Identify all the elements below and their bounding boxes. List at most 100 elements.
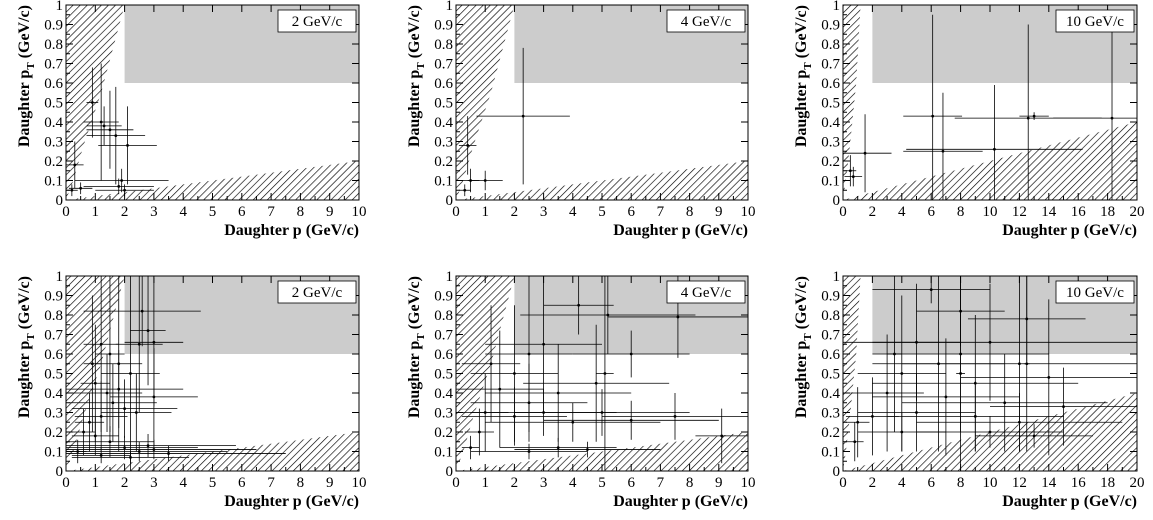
panel-row1-col3-point-4: [903, 92, 983, 200]
panel-row1-col3-xtick-label: 14: [1041, 204, 1057, 220]
panel-row2-col2-point-18: [499, 437, 617, 458]
panel-row1-col3-ytick-label: 0.7: [821, 57, 840, 73]
panel-row1-col1-point-10: [83, 178, 154, 195]
panel-row2-col3-ytick-label: 0.3: [821, 406, 840, 422]
panel-row2-col3-point-18: [845, 377, 899, 456]
panel-row1-col3-xtick-label: 4: [898, 204, 906, 220]
panel-row2-col1-label-box: [277, 280, 357, 304]
panel-row2-col3-xtick-label: 20: [1130, 475, 1145, 491]
panel-row1-col1-ytick-label: 0.5: [44, 96, 63, 112]
panel-row2-col1-ytick-label: 0.9: [44, 289, 63, 305]
panel-row2-col1-ytick-label: 0.6: [44, 347, 63, 363]
panel-row2-col2-xtick-label: 8: [686, 475, 694, 491]
panel-row2-col3-ytick-label: 0.5: [821, 367, 840, 383]
panel-row2-col1-point-1: [95, 276, 125, 432]
panel-row2-col2-xtick-label: 2: [511, 475, 519, 491]
panel-row1-col2-ytick-label: 0.3: [434, 135, 453, 151]
panel-row1-col3-xtick-label: 20: [1130, 204, 1145, 220]
panel-row1-col3-point-5: [906, 84, 1083, 200]
panel-row2-col2-point-8: [470, 363, 588, 442]
panel-row1-col1-ylabel: Daughter pT (GeV/c): [16, 5, 37, 147]
panel-row1-col1: 0 1 2 3 4 5 6 7 8 9 10 0 0.1 0.2 0.3 0.4 0.5 0.6 0.7 0.8 0.9…: [16, 0, 367, 239]
panel-row2-col1-point-17: [71, 416, 119, 456]
panel-row2-col3-point-16: [887, 381, 1064, 452]
panel-row2-col3-ytick-label: 0.1: [821, 445, 840, 461]
panel-row2-col2-ytick-label: 0.1: [434, 445, 453, 461]
panel-row2-col3-point-26: [887, 276, 902, 432]
panel-row2-col3-xtick-label: 0: [839, 475, 847, 491]
panel-row2-col3-xtick-label: 8: [957, 475, 965, 491]
panel-row2-col1-xtick-label: 1: [92, 475, 100, 491]
panel-row1-col2-ylabel: Daughter pT (GeV/c): [406, 5, 427, 147]
panel-row2-col3-ytick-label: 0.7: [821, 328, 840, 344]
panel-row1-col1-xtick-label: 1: [92, 204, 100, 220]
panel-row2-col3-plot-area: [843, 276, 1137, 471]
panel-row2-col1-point-27: [83, 295, 102, 432]
panel-row2-col2-ytick-label: 0.4: [434, 386, 453, 402]
panel-row2-col2-ytick-label: 0.3: [434, 406, 453, 422]
panel-row1-col3-hatch-lower: [843, 122, 1137, 200]
panel-row1-col3-momentum-label: 10 GeV/c: [1066, 14, 1124, 30]
panel-row1-col2-xtick-label: 0: [452, 204, 460, 220]
panel-row1-col2-ytick-label: 0.7: [434, 57, 453, 73]
panel-row2-col2-point-15: [543, 400, 719, 440]
panel-row2-col3-momentum-label: 10 GeV/c: [1066, 285, 1124, 301]
panel-row1-col1-point-2: [68, 182, 93, 195]
panel-row1-col2-ytick-label: 0: [446, 193, 454, 209]
panel-row2-col2-point-24: [470, 305, 559, 442]
panel-row2-col3-point-20: [845, 422, 864, 462]
panel-row2-col1-xlabel: Daughter p (GeV/c): [224, 493, 359, 510]
panel-row1-col3-point-8: [1019, 112, 1049, 121]
panel-row1-col2-xtick-label: 8: [686, 204, 694, 220]
panel-row2-col1-plot-area: [66, 276, 359, 471]
panel-row1-col2-point-3: [467, 170, 503, 191]
panel-row1-col1-point-9: [74, 168, 169, 193]
panel-row2-col1-ytick-label: 0: [56, 464, 64, 480]
panel-row1-col1-xtick-label: 2: [121, 204, 129, 220]
panel-row2-col3-ytick-label: 0.6: [821, 347, 840, 363]
panel-row1-col2-ytick-label: 0.1: [434, 174, 453, 190]
panel-row1-col2-ytick-label: 0.6: [434, 76, 453, 92]
panel-row2-col3-point-17: [916, 393, 1123, 452]
panel-row1-col3-label-box: [1055, 9, 1135, 33]
panel-row2-col3-xtick-label: 16: [1071, 475, 1087, 491]
panel-row1-col1-xtick-label: 4: [179, 204, 187, 220]
panel-row2-col1-xtick-label: 8: [297, 475, 305, 491]
panel-row2-col3-ytick-label: 0.2: [821, 425, 840, 441]
panel-row1-col1-point-6: [86, 90, 134, 169]
panel-row2-col3-point-4: [843, 283, 1137, 401]
panel-row1-col2-hatch-lower: [456, 161, 748, 200]
panel-row1-col1-plot-area: [66, 5, 359, 200]
panel-row2-col2-point-22: [461, 435, 480, 460]
panel-row2-col1-point-6: [83, 276, 201, 347]
panel-row1-col1-momentum-label: 2 GeV/c: [292, 14, 343, 30]
panel-row2-col2-xtick-label: 0: [452, 475, 460, 491]
panel-row2-col3-point-12: [872, 338, 1020, 456]
panel-row1-col1-ytick-label: 0.9: [44, 18, 63, 34]
panel-row2-col3-xlabel: Daughter p (GeV/c): [1002, 493, 1137, 510]
panel-row2-col2-label-box: [666, 280, 746, 304]
panel-row2-col2-xtick-label: 1: [481, 475, 489, 491]
panel-row1-col1-point-7: [86, 86, 146, 185]
panel-row2-col3-point-15: [857, 373, 976, 452]
panel-row1-col3-xtick-label: 18: [1100, 204, 1115, 220]
panel-row1-col2-xtick-label: 3: [540, 204, 548, 220]
panel-row2-col2-ytick-label: 0.8: [434, 308, 453, 324]
panel-row1-col1-xtick-label: 8: [297, 204, 305, 220]
panel-row2-col2-point-7: [485, 344, 632, 442]
panel-row2-col2-point-2: [543, 276, 614, 335]
panel-row2-col3-point-23: [975, 424, 1093, 448]
panel-row2-col2-point-17: [695, 408, 748, 464]
panel-row1-col1-ytick-label: 0.3: [44, 135, 63, 151]
panel-row1-col2-xtick-label: 10: [741, 204, 756, 220]
panel-row1-col1-xtick-label: 10: [352, 204, 367, 220]
panel-row2-col3-point-13: [901, 354, 1108, 452]
panel-row1-col2: 0 1 2 3 4 5 6 7 8 9 10 0 0.1 0.2 0.3 0.4 0.5 0.6 0.7 0.8 0.9…: [406, 0, 756, 239]
panel-row2-col2-point-5: [572, 330, 690, 378]
panel-row2-col1-point-21: [66, 439, 257, 460]
panel-row1-col1-xtick-label: 3: [150, 204, 158, 220]
panel-row2-col1-ytick-label: 0.3: [44, 406, 63, 422]
panel-row2-col1-xtick-label: 5: [209, 475, 217, 491]
panel-row1-col3-ylabel: Daughter pT (GeV/c): [793, 5, 814, 147]
panel-row1-col3-ytick-label: 0.4: [821, 115, 840, 131]
